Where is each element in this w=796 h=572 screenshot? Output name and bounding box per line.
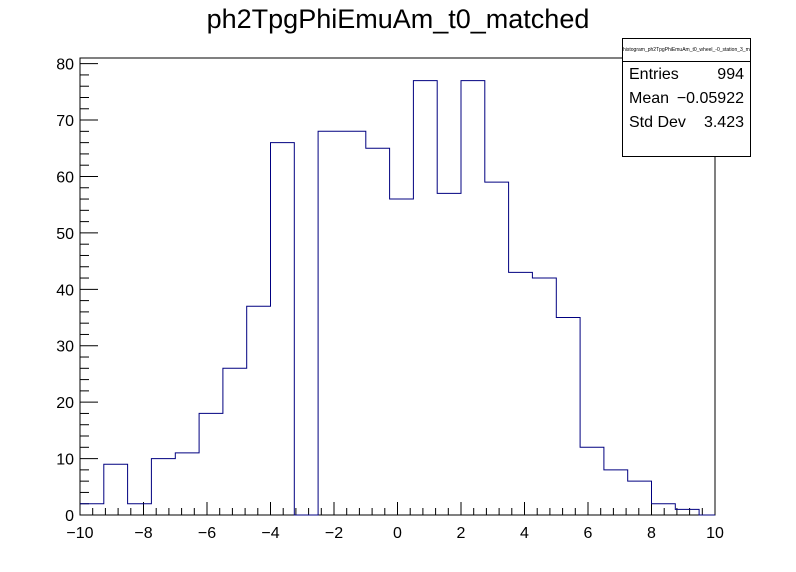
y-tick-label: 50 — [56, 226, 74, 243]
y-tick-label: 70 — [56, 113, 74, 130]
x-tick-label: −8 — [134, 525, 152, 542]
x-tick-label: 2 — [457, 525, 466, 542]
stats-row-mean: Mean −0.05922 — [623, 87, 750, 110]
y-tick-label: 40 — [56, 282, 74, 299]
x-tick-label: 10 — [706, 525, 724, 542]
stats-histogram-name: histogram_ph2TpgPhiEmuAm_t0_wheel_-0_sta… — [623, 39, 750, 62]
stats-stddev-value: 3.423 — [703, 114, 744, 131]
chart-title: ph2TpgPhiEmuAm_t0_matched — [206, 4, 590, 34]
stats-mean-value: −0.05922 — [676, 90, 744, 107]
stats-row-entries: Entries 994 — [623, 63, 750, 86]
stats-entries-value: 994 — [717, 66, 744, 83]
x-tick-label: 6 — [584, 525, 593, 542]
y-tick-label: 60 — [56, 169, 74, 186]
y-tick-label: 30 — [56, 339, 74, 356]
x-tick-label: 8 — [647, 525, 656, 542]
stats-mean-label: Mean — [629, 90, 670, 107]
stats-entries-label: Entries — [629, 66, 679, 83]
axes: −10 −8 −6 −4 −2 0 2 4 6 8 10 0 10 20 30 40 50 60 70 80 — [56, 57, 724, 542]
x-tick-label: 0 — [393, 525, 402, 542]
stats-box: histogram_ph2TpgPhiEmuAm_t0_wheel_-0_sta… — [622, 38, 751, 157]
x-tick-label: −2 — [325, 525, 343, 542]
plot-frame — [79, 57, 716, 516]
x-tick-label: −10 — [66, 525, 93, 542]
x-tick-label: −4 — [261, 525, 279, 542]
y-tick-label: 20 — [56, 395, 74, 412]
y-tick-label: 10 — [56, 452, 74, 469]
x-tick-label: −6 — [198, 525, 216, 542]
y-tick-label: 80 — [56, 57, 74, 74]
histogram-series — [80, 80, 715, 516]
x-tick-label: 4 — [520, 525, 529, 542]
y-tick-label: 0 — [65, 508, 74, 525]
stats-stddev-label: Std Dev — [629, 114, 686, 131]
stats-row-stddev: Std Dev 3.423 — [623, 111, 750, 134]
